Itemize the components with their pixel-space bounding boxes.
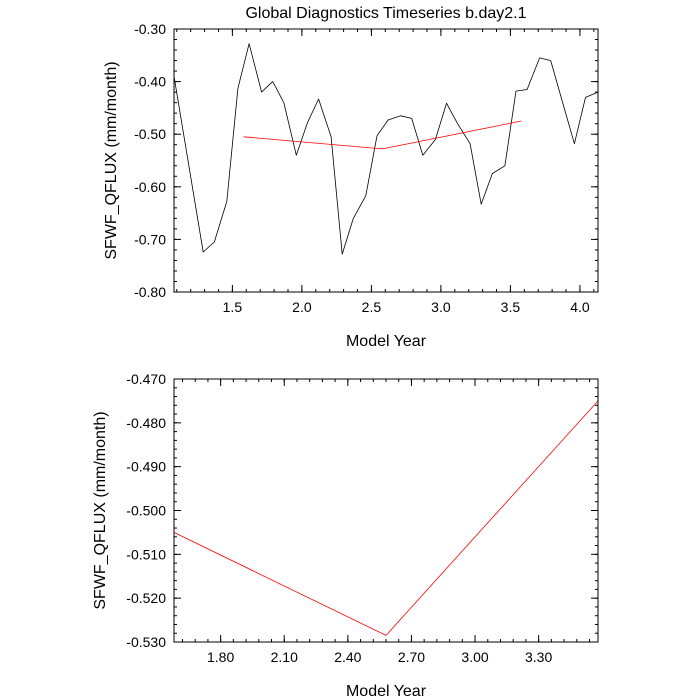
y-tick-label: -0.50 — [134, 126, 166, 142]
y-tick-label: -0.520 — [126, 590, 166, 606]
y-axis-label: SFWF_QFLUX (mm/month) — [92, 411, 109, 609]
plot-frame — [173, 378, 599, 643]
x-tick-label: 2.70 — [398, 649, 425, 665]
y-tick-label: -0.60 — [134, 179, 166, 195]
red-series-line — [243, 120, 522, 150]
y-tick-label: -0.490 — [126, 459, 166, 475]
red-series-line — [173, 400, 599, 636]
y-tick-label: -0.480 — [126, 415, 166, 431]
x-axis-label: Model Year — [346, 683, 427, 700]
y-tick-label: -0.530 — [126, 634, 166, 650]
bottom-panel: 1.80 2.10 2.40 2.70 3.00 3.30 -0.530 -0.520 -0.5… — [92, 371, 599, 700]
plot-frame — [173, 28, 599, 293]
figure-title: Global Diagnostics Timeseries b.day2.1 — [245, 5, 526, 22]
x-tick-label: 1.5 — [223, 299, 243, 315]
y-tick-label: -0.40 — [134, 74, 166, 90]
x-tick-label: 1.80 — [207, 649, 234, 665]
x-tick-label: 4.0 — [570, 299, 590, 315]
x-tick-label: 2.10 — [271, 649, 298, 665]
x-tick-label: 3.30 — [525, 649, 552, 665]
x-tick-label: 2.0 — [292, 299, 312, 315]
y-tick-label: -0.500 — [126, 503, 166, 519]
x-tick-label: 3.5 — [501, 299, 521, 315]
y-tick-label: -0.70 — [134, 231, 166, 247]
black-series-line — [173, 43, 599, 255]
top-panel: 1.5 2.0 2.5 3.0 3.5 4.0 -0.80 -0.70 -0.60 -0.50 -0… — [103, 21, 599, 350]
y-tick-label: -0.470 — [126, 371, 166, 387]
x-tick-label: 3.00 — [461, 649, 488, 665]
x-tick-label: 2.40 — [334, 649, 361, 665]
y-tick-label: -0.30 — [134, 21, 166, 37]
x-tick-label: 2.5 — [362, 299, 382, 315]
x-tick-label: 3.0 — [431, 299, 451, 315]
y-tick-label: -0.80 — [134, 284, 166, 300]
x-axis-label: Model Year — [346, 333, 427, 350]
y-tick-label: -0.510 — [126, 546, 166, 562]
y-axis-label: SFWF_QFLUX (mm/month) — [103, 61, 120, 259]
